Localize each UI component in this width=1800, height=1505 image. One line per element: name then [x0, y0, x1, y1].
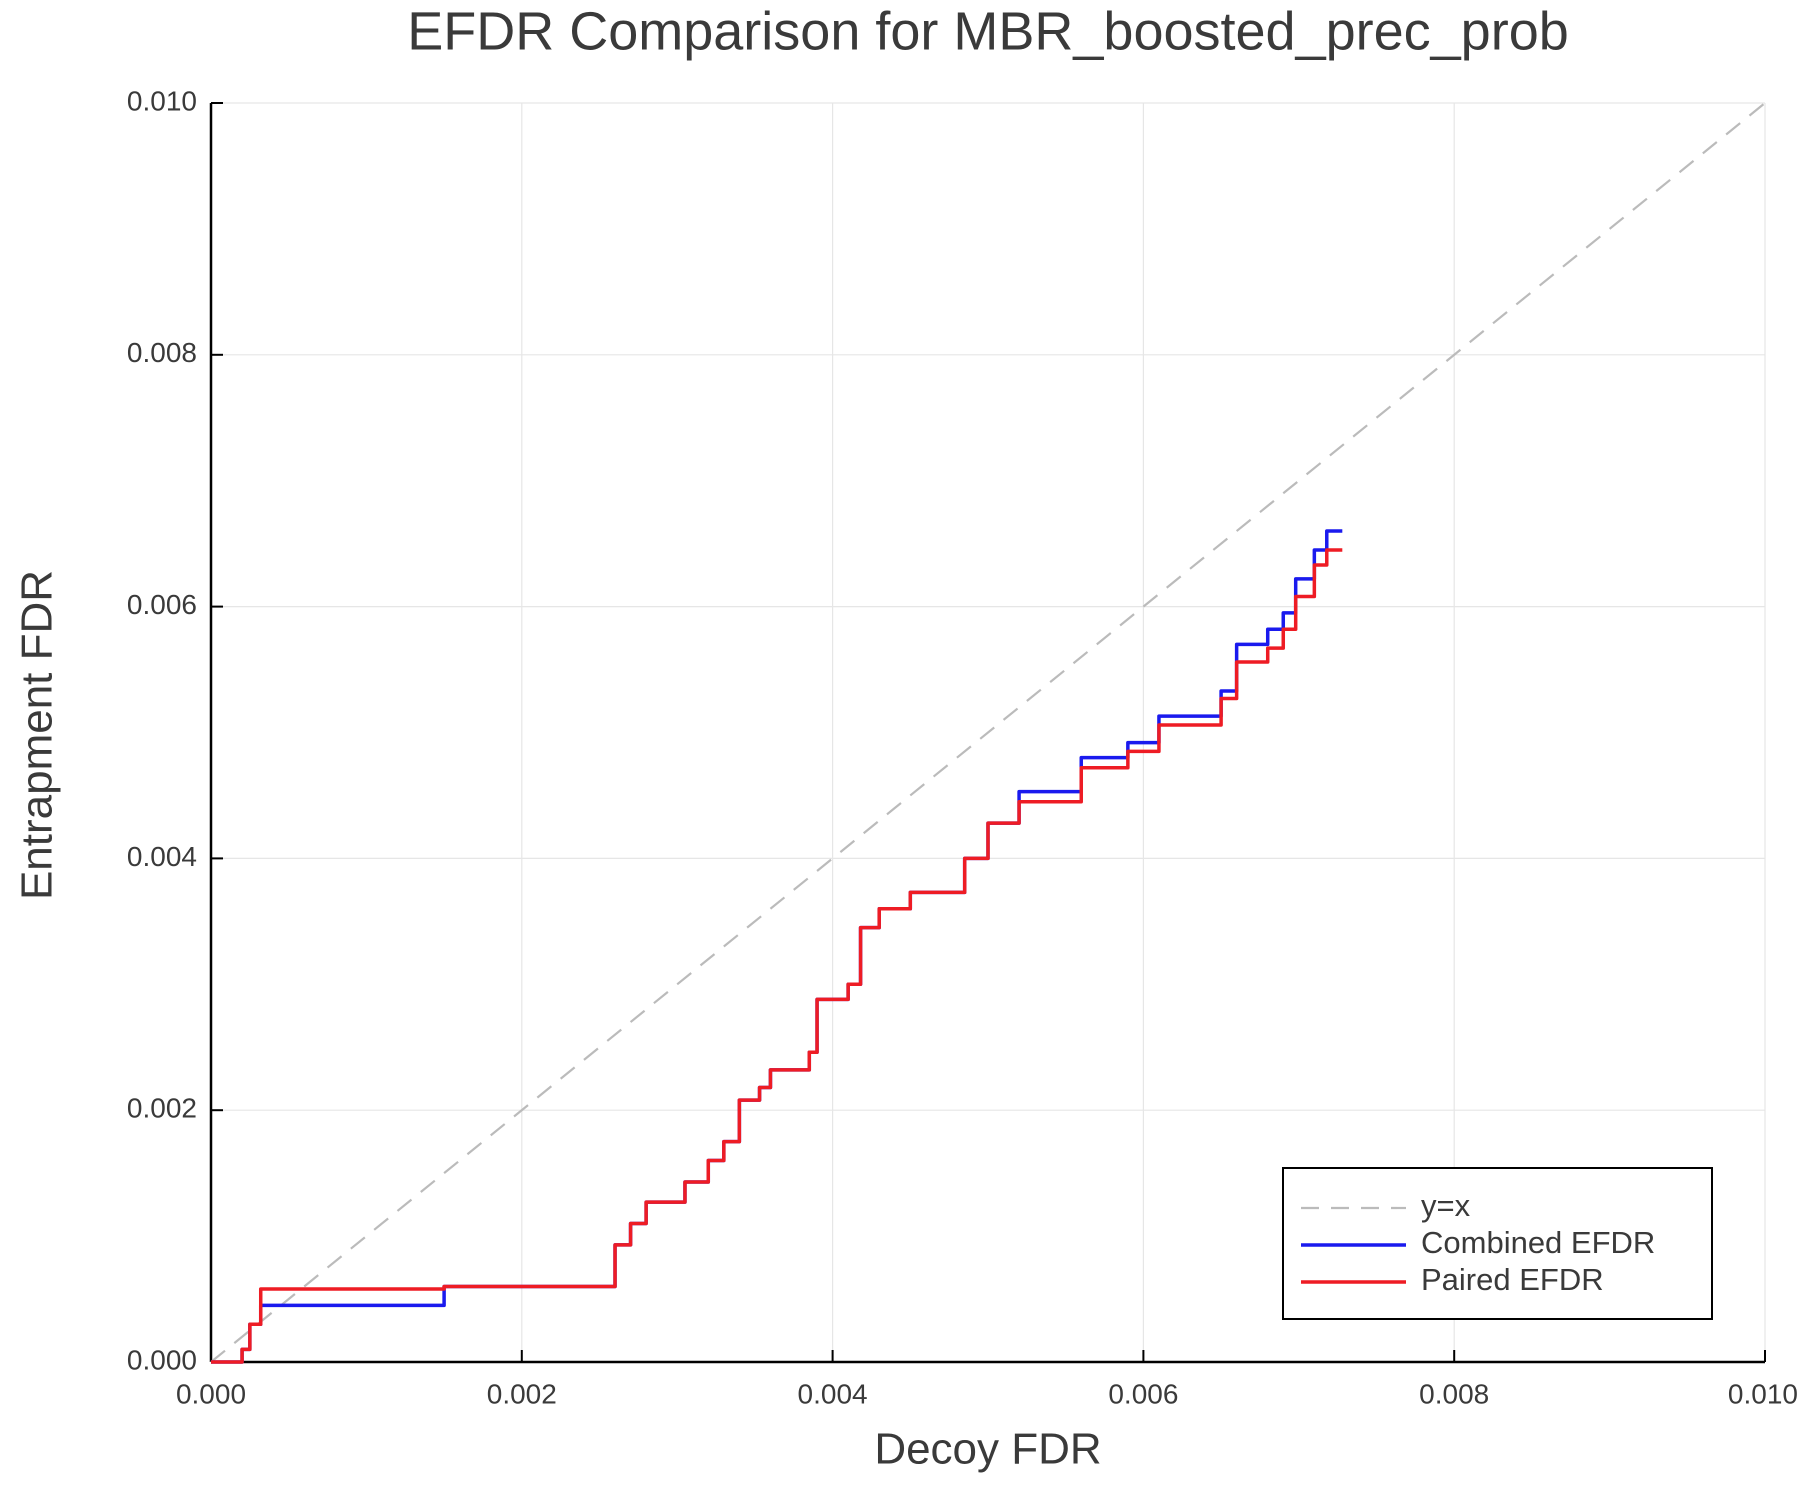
legend-label: y=x: [1421, 1188, 1471, 1223]
line-series: [210, 102, 1766, 1363]
x-tick-label: 0.000: [176, 1378, 246, 1409]
y-tick-label: 0.004: [127, 841, 197, 872]
y-tick-label: 0.010: [127, 85, 197, 116]
x-axis-label: Decoy FDR: [874, 1425, 1101, 1474]
x-tick-label: 0.006: [1108, 1378, 1178, 1409]
line-series: [211, 529, 1343, 1364]
y-tick-label: 0.008: [127, 337, 197, 368]
y-tick-label: 0.002: [127, 1093, 197, 1124]
x-tick-label: 0.004: [798, 1378, 868, 1409]
x-tick-label: 0.002: [487, 1378, 557, 1409]
y-tick-label: 0.000: [127, 1344, 197, 1375]
y-tick-label: 0.006: [127, 589, 197, 620]
line-series: [211, 548, 1343, 1364]
x-tick-label: 0.010: [1728, 1378, 1798, 1409]
y-axis-label: Entrapment FDR: [13, 570, 62, 900]
legend-label: Combined EFDR: [1421, 1225, 1655, 1260]
x-tick-label: 0.008: [1419, 1378, 1489, 1409]
chart-title: EFDR Comparison for MBR_boosted_prec_pro…: [407, 1, 1569, 61]
legend-label: Paired EFDR: [1421, 1262, 1604, 1297]
